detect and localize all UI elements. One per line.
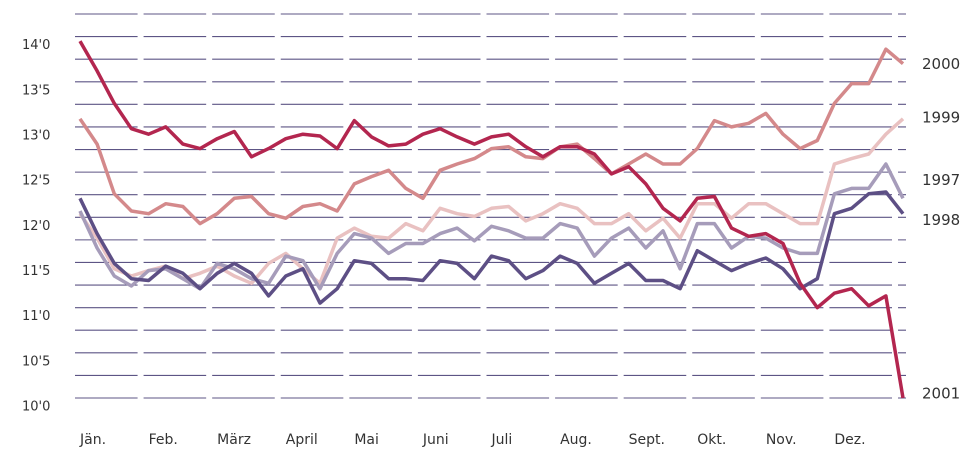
y-tick-label: 11'5	[22, 264, 50, 279]
y-tick-label: 10'5	[22, 354, 50, 369]
series-line	[78, 47, 905, 226]
y-tick-label: 12'0	[22, 219, 50, 234]
y-tick-label: 14'0	[22, 38, 50, 53]
x-tick-label: März	[217, 432, 251, 448]
x-tick-label: Juli	[491, 432, 513, 448]
x-tick-label: April	[286, 432, 318, 448]
x-tick-label: Feb.	[149, 432, 178, 448]
series-label: 1998	[922, 211, 960, 229]
y-tick-label: 13'0	[22, 128, 50, 143]
y-tick-label: 10'0	[22, 400, 50, 415]
x-tick-label: Aug.	[560, 432, 592, 448]
series-label: 1997	[922, 171, 960, 189]
x-tick-label: Sept.	[629, 432, 665, 448]
x-tick-label: Dez.	[834, 432, 865, 448]
series-line	[78, 162, 905, 291]
series-label: 2001	[922, 385, 960, 403]
series-label: 1999	[922, 108, 960, 126]
series-line	[78, 190, 905, 305]
series-label: 2000	[922, 55, 960, 73]
series-line	[78, 40, 905, 399]
y-tick-label: 12'5	[22, 174, 50, 189]
x-tick-label: Nov.	[766, 432, 797, 448]
x-tick-label: Okt.	[697, 432, 726, 448]
x-tick-label: Juni	[422, 432, 449, 448]
y-tick-label: 13'5	[22, 83, 50, 98]
x-tick-label: Mai	[354, 432, 379, 448]
y-tick-label: 11'0	[22, 309, 50, 324]
x-tick-label: Jän.	[79, 432, 106, 448]
